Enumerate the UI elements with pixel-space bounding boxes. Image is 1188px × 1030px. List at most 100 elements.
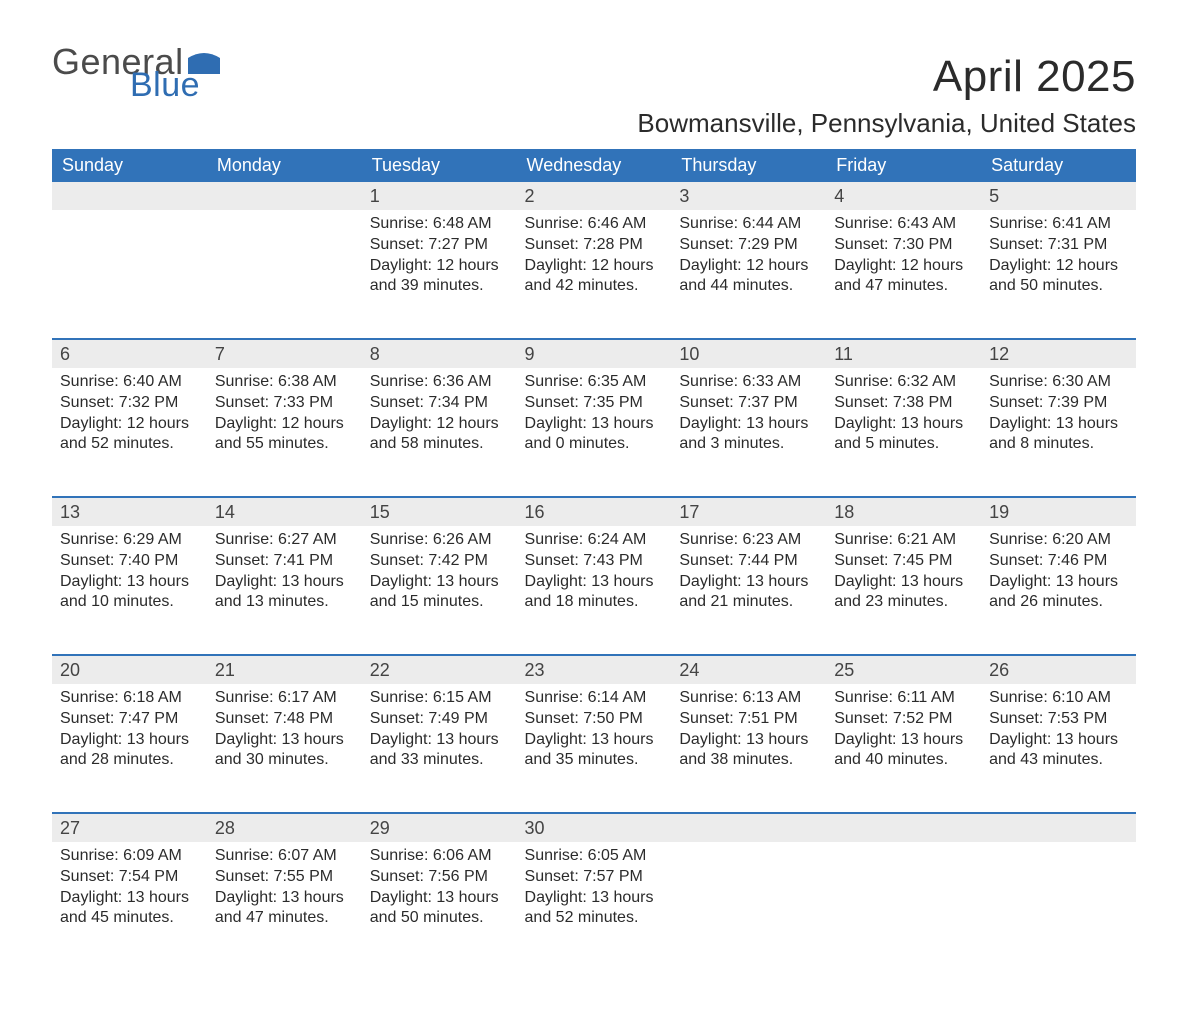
sunset-line: Sunset: 7:37 PM [679, 393, 818, 414]
day-detail-row: Sunrise: 6:18 AMSunset: 7:47 PMDaylight:… [52, 684, 1136, 813]
day-number-cell: 23 [517, 655, 672, 684]
daylight-line: Daylight: 12 hours and 44 minutes. [679, 256, 818, 298]
day-number-cell [671, 813, 826, 842]
day-detail-cell: Sunrise: 6:35 AMSunset: 7:35 PMDaylight:… [517, 368, 672, 497]
brand-logo: General Blue [52, 44, 220, 102]
sunrise-line: Sunrise: 6:27 AM [215, 530, 354, 551]
day-number-cell: 20 [52, 655, 207, 684]
sunrise-line: Sunrise: 6:30 AM [989, 372, 1128, 393]
sunrise-line: Sunrise: 6:40 AM [60, 372, 199, 393]
calendar-page: General Blue April 2025 Bowmansville, Pe… [0, 0, 1188, 1030]
daylight-line: Daylight: 13 hours and 45 minutes. [60, 888, 199, 930]
day-number-cell: 25 [826, 655, 981, 684]
daylight-line: Daylight: 12 hours and 52 minutes. [60, 414, 199, 456]
sunset-line: Sunset: 7:31 PM [989, 235, 1128, 256]
sunrise-line: Sunrise: 6:05 AM [525, 846, 664, 867]
day-number-cell: 19 [981, 497, 1136, 526]
sunset-line: Sunset: 7:42 PM [370, 551, 509, 572]
sunset-line: Sunset: 7:34 PM [370, 393, 509, 414]
day-number-cell [826, 813, 981, 842]
sunset-line: Sunset: 7:53 PM [989, 709, 1128, 730]
daylight-line: Daylight: 12 hours and 42 minutes. [525, 256, 664, 298]
day-detail-cell [671, 842, 826, 970]
sunset-line: Sunset: 7:57 PM [525, 867, 664, 888]
day-detail-cell: Sunrise: 6:27 AMSunset: 7:41 PMDaylight:… [207, 526, 362, 655]
day-detail-row: Sunrise: 6:40 AMSunset: 7:32 PMDaylight:… [52, 368, 1136, 497]
sunset-line: Sunset: 7:52 PM [834, 709, 973, 730]
day-number-cell: 2 [517, 182, 672, 210]
day-number-cell: 3 [671, 182, 826, 210]
day-number-cell [207, 182, 362, 210]
sunrise-line: Sunrise: 6:48 AM [370, 214, 509, 235]
daylight-line: Daylight: 12 hours and 39 minutes. [370, 256, 509, 298]
sunrise-line: Sunrise: 6:29 AM [60, 530, 199, 551]
sunrise-line: Sunrise: 6:21 AM [834, 530, 973, 551]
sunrise-line: Sunrise: 6:33 AM [679, 372, 818, 393]
day-number-row: 13141516171819 [52, 497, 1136, 526]
daylight-line: Daylight: 13 hours and 8 minutes. [989, 414, 1128, 456]
day-number-cell: 27 [52, 813, 207, 842]
day-detail-cell [52, 210, 207, 339]
sunrise-line: Sunrise: 6:41 AM [989, 214, 1128, 235]
day-detail-cell: Sunrise: 6:07 AMSunset: 7:55 PMDaylight:… [207, 842, 362, 970]
sunrise-line: Sunrise: 6:11 AM [834, 688, 973, 709]
sunrise-line: Sunrise: 6:36 AM [370, 372, 509, 393]
sunrise-line: Sunrise: 6:44 AM [679, 214, 818, 235]
day-detail-cell: Sunrise: 6:23 AMSunset: 7:44 PMDaylight:… [671, 526, 826, 655]
daylight-line: Daylight: 13 hours and 13 minutes. [215, 572, 354, 614]
day-number-cell: 18 [826, 497, 981, 526]
day-number-row: 12345 [52, 182, 1136, 210]
daylight-line: Daylight: 12 hours and 47 minutes. [834, 256, 973, 298]
sunrise-line: Sunrise: 6:20 AM [989, 530, 1128, 551]
sunrise-line: Sunrise: 6:26 AM [370, 530, 509, 551]
day-detail-cell: Sunrise: 6:24 AMSunset: 7:43 PMDaylight:… [517, 526, 672, 655]
day-detail-cell: Sunrise: 6:33 AMSunset: 7:37 PMDaylight:… [671, 368, 826, 497]
day-number-row: 27282930 [52, 813, 1136, 842]
weekday-header: Thursday [671, 149, 826, 182]
day-detail-cell: Sunrise: 6:17 AMSunset: 7:48 PMDaylight:… [207, 684, 362, 813]
sunset-line: Sunset: 7:50 PM [525, 709, 664, 730]
sunset-line: Sunset: 7:33 PM [215, 393, 354, 414]
sunrise-line: Sunrise: 6:14 AM [525, 688, 664, 709]
sunrise-line: Sunrise: 6:35 AM [525, 372, 664, 393]
sunset-line: Sunset: 7:56 PM [370, 867, 509, 888]
sunrise-line: Sunrise: 6:09 AM [60, 846, 199, 867]
day-detail-cell: Sunrise: 6:41 AMSunset: 7:31 PMDaylight:… [981, 210, 1136, 339]
day-detail-cell: Sunrise: 6:26 AMSunset: 7:42 PMDaylight:… [362, 526, 517, 655]
sunrise-line: Sunrise: 6:06 AM [370, 846, 509, 867]
daylight-line: Daylight: 13 hours and 15 minutes. [370, 572, 509, 614]
day-number-cell: 16 [517, 497, 672, 526]
day-number-cell [52, 182, 207, 210]
day-detail-cell: Sunrise: 6:44 AMSunset: 7:29 PMDaylight:… [671, 210, 826, 339]
day-detail-row: Sunrise: 6:09 AMSunset: 7:54 PMDaylight:… [52, 842, 1136, 970]
day-number-cell: 1 [362, 182, 517, 210]
weekday-header: Monday [207, 149, 362, 182]
daylight-line: Daylight: 13 hours and 40 minutes. [834, 730, 973, 772]
weekday-header-row: Sunday Monday Tuesday Wednesday Thursday… [52, 149, 1136, 182]
day-detail-cell: Sunrise: 6:18 AMSunset: 7:47 PMDaylight:… [52, 684, 207, 813]
day-number-row: 20212223242526 [52, 655, 1136, 684]
brand-word-2: Blue [130, 68, 220, 102]
weekday-header: Sunday [52, 149, 207, 182]
sunrise-line: Sunrise: 6:23 AM [679, 530, 818, 551]
weekday-header: Tuesday [362, 149, 517, 182]
day-number-cell: 30 [517, 813, 672, 842]
sunset-line: Sunset: 7:44 PM [679, 551, 818, 572]
daylight-line: Daylight: 13 hours and 5 minutes. [834, 414, 973, 456]
day-number-cell: 9 [517, 339, 672, 368]
daylight-line: Daylight: 13 hours and 3 minutes. [679, 414, 818, 456]
day-detail-cell [207, 210, 362, 339]
day-detail-cell: Sunrise: 6:15 AMSunset: 7:49 PMDaylight:… [362, 684, 517, 813]
day-number-cell: 21 [207, 655, 362, 684]
weekday-header: Friday [826, 149, 981, 182]
day-number-cell: 22 [362, 655, 517, 684]
daylight-line: Daylight: 13 hours and 30 minutes. [215, 730, 354, 772]
day-number-cell: 6 [52, 339, 207, 368]
day-number-cell: 12 [981, 339, 1136, 368]
header-bar: General Blue April 2025 [52, 44, 1136, 102]
day-detail-cell: Sunrise: 6:48 AMSunset: 7:27 PMDaylight:… [362, 210, 517, 339]
day-number-cell: 10 [671, 339, 826, 368]
day-number-cell: 17 [671, 497, 826, 526]
sunset-line: Sunset: 7:29 PM [679, 235, 818, 256]
day-detail-cell: Sunrise: 6:40 AMSunset: 7:32 PMDaylight:… [52, 368, 207, 497]
